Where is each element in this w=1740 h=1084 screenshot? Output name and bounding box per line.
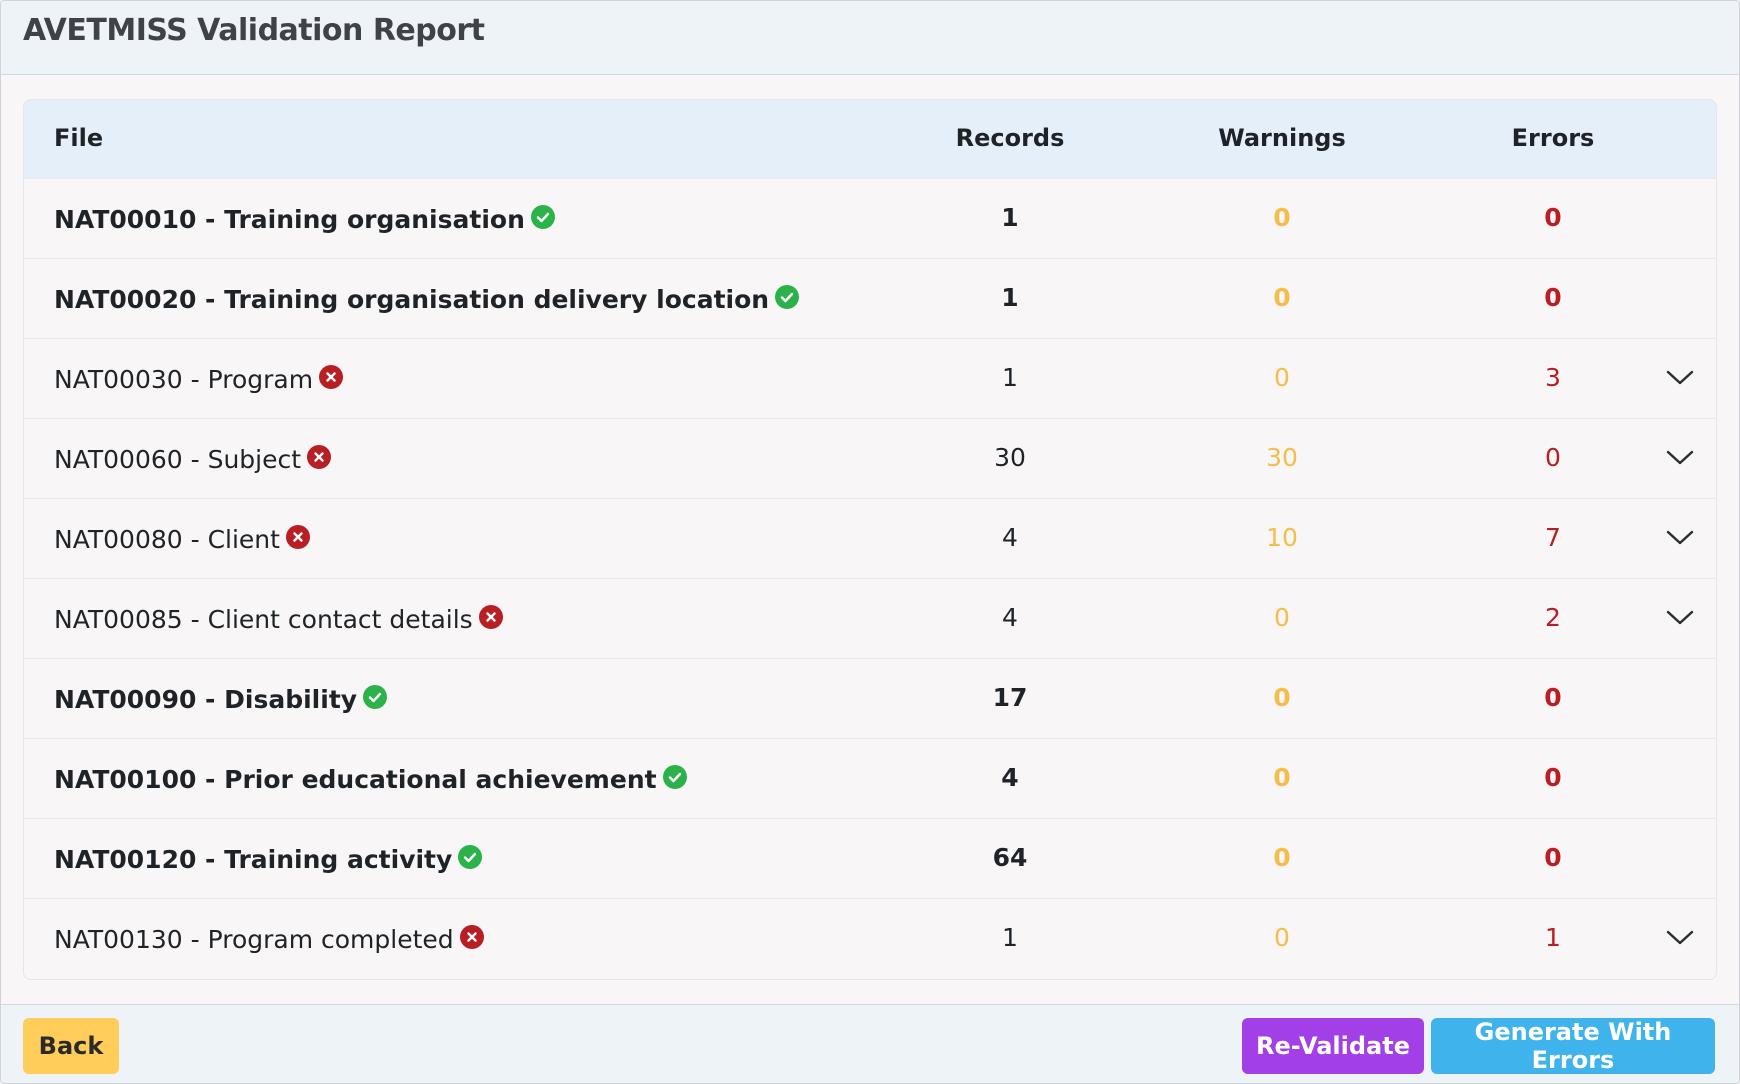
file-cell: NAT00060 - Subject [54, 443, 332, 474]
file-cell: NAT00100 - Prior educational achievement [54, 763, 687, 794]
file-name: NAT00130 - Program completed [54, 924, 454, 954]
file-cell: NAT00120 - Training activity [54, 843, 483, 874]
table-row[interactable]: NAT00060 - Subject 30 30 0 [24, 418, 1716, 499]
file-cell: NAT00030 - Program [54, 363, 344, 394]
errors-count: 0 [1545, 443, 1561, 472]
chevron-down-icon[interactable] [1665, 607, 1695, 629]
column-header-warnings: Warnings [1218, 124, 1346, 152]
file-cell: NAT00020 - Training organisation deliver… [54, 283, 800, 314]
page-title: AVETMISS Validation Report [23, 13, 485, 48]
errors-count: 0 [1544, 203, 1562, 232]
column-header-file: File [54, 124, 104, 152]
warnings-count: 0 [1273, 283, 1291, 312]
validation-table: File Records Warnings Errors NAT00010 - … [23, 99, 1717, 980]
file-name: NAT00030 - Program [54, 364, 314, 394]
records-count: 17 [992, 683, 1028, 712]
file-name: NAT00120 - Training activity [54, 844, 453, 874]
warnings-count: 0 [1274, 923, 1290, 952]
records-count: 4 [1001, 763, 1019, 792]
errors-count: 2 [1545, 603, 1561, 632]
warnings-count: 0 [1274, 363, 1290, 392]
x-circle-icon [319, 365, 344, 389]
check-circle-icon [363, 685, 388, 709]
back-button[interactable]: Back [23, 1018, 119, 1074]
errors-count: 0 [1544, 683, 1562, 712]
file-cell: NAT00010 - Training organisation [54, 203, 555, 234]
table-row: NAT00090 - Disability 17 0 0 [24, 658, 1716, 739]
table-row[interactable]: NAT00130 - Program completed 1 0 1 [24, 898, 1716, 979]
check-circle-icon [458, 845, 483, 869]
check-circle-icon [775, 285, 800, 309]
file-name: NAT00080 - Client [54, 524, 280, 554]
records-count: 1 [1002, 363, 1018, 392]
file-cell: NAT00080 - Client [54, 523, 310, 554]
x-circle-icon [459, 925, 484, 949]
chevron-down-icon[interactable] [1665, 367, 1695, 389]
table-row[interactable]: NAT00080 - Client 4 10 7 [24, 498, 1716, 579]
table-row[interactable]: NAT00085 - Client contact details 4 0 2 [24, 578, 1716, 659]
file-name: NAT00090 - Disability [54, 684, 358, 714]
generate-with-errors-button[interactable]: Generate With Errors [1431, 1018, 1715, 1074]
x-circle-icon [285, 525, 310, 549]
warnings-count: 0 [1273, 763, 1291, 792]
file-name: NAT00020 - Training organisation deliver… [54, 284, 770, 314]
warnings-count: 30 [1266, 443, 1298, 472]
warnings-count: 0 [1273, 203, 1291, 232]
records-count: 64 [992, 843, 1028, 872]
x-circle-icon [478, 605, 503, 629]
records-count: 1 [1001, 203, 1019, 232]
chevron-down-icon[interactable] [1665, 527, 1695, 549]
errors-count: 3 [1545, 363, 1561, 392]
file-name: NAT00010 - Training organisation [54, 204, 525, 234]
table-row: NAT00020 - Training organisation deliver… [24, 258, 1716, 339]
table-row: NAT00010 - Training organisation 1 0 0 [24, 178, 1716, 259]
check-circle-icon [530, 205, 555, 229]
warnings-count: 10 [1266, 523, 1298, 552]
column-header-records: Records [955, 124, 1065, 152]
chevron-down-icon[interactable] [1665, 447, 1695, 469]
errors-count: 1 [1545, 923, 1561, 952]
file-name: NAT00060 - Subject [54, 444, 302, 474]
revalidate-button[interactable]: Re-Validate [1242, 1018, 1424, 1074]
x-circle-icon [307, 445, 332, 469]
errors-count: 0 [1544, 283, 1562, 312]
table-row: NAT00120 - Training activity 64 0 0 [24, 818, 1716, 899]
table-row[interactable]: NAT00030 - Program 1 0 3 [24, 338, 1716, 419]
records-count: 4 [1002, 523, 1018, 552]
table-header: File Records Warnings Errors [24, 100, 1716, 178]
warnings-count: 0 [1274, 603, 1290, 632]
table-row: NAT00100 - Prior educational achievement… [24, 738, 1716, 819]
records-count: 30 [994, 443, 1026, 472]
check-circle-icon [662, 765, 687, 789]
file-cell: NAT00130 - Program completed [54, 923, 484, 954]
records-count: 1 [1001, 283, 1019, 312]
chevron-down-icon[interactable] [1665, 927, 1695, 949]
modal-header: AVETMISS Validation Report [1, 1, 1739, 75]
column-header-errors: Errors [1511, 124, 1595, 152]
modal-footer: Back Re-Validate Generate With Errors [1, 1004, 1739, 1083]
warnings-count: 0 [1273, 683, 1291, 712]
errors-count: 7 [1545, 523, 1561, 552]
records-count: 4 [1002, 603, 1018, 632]
file-cell: NAT00085 - Client contact details [54, 603, 503, 634]
file-name: NAT00100 - Prior educational achievement [54, 764, 657, 794]
errors-count: 0 [1544, 763, 1562, 792]
records-count: 1 [1002, 923, 1018, 952]
file-cell: NAT00090 - Disability [54, 683, 388, 714]
errors-count: 0 [1544, 843, 1562, 872]
file-name: NAT00085 - Client contact details [54, 604, 473, 634]
warnings-count: 0 [1273, 843, 1291, 872]
